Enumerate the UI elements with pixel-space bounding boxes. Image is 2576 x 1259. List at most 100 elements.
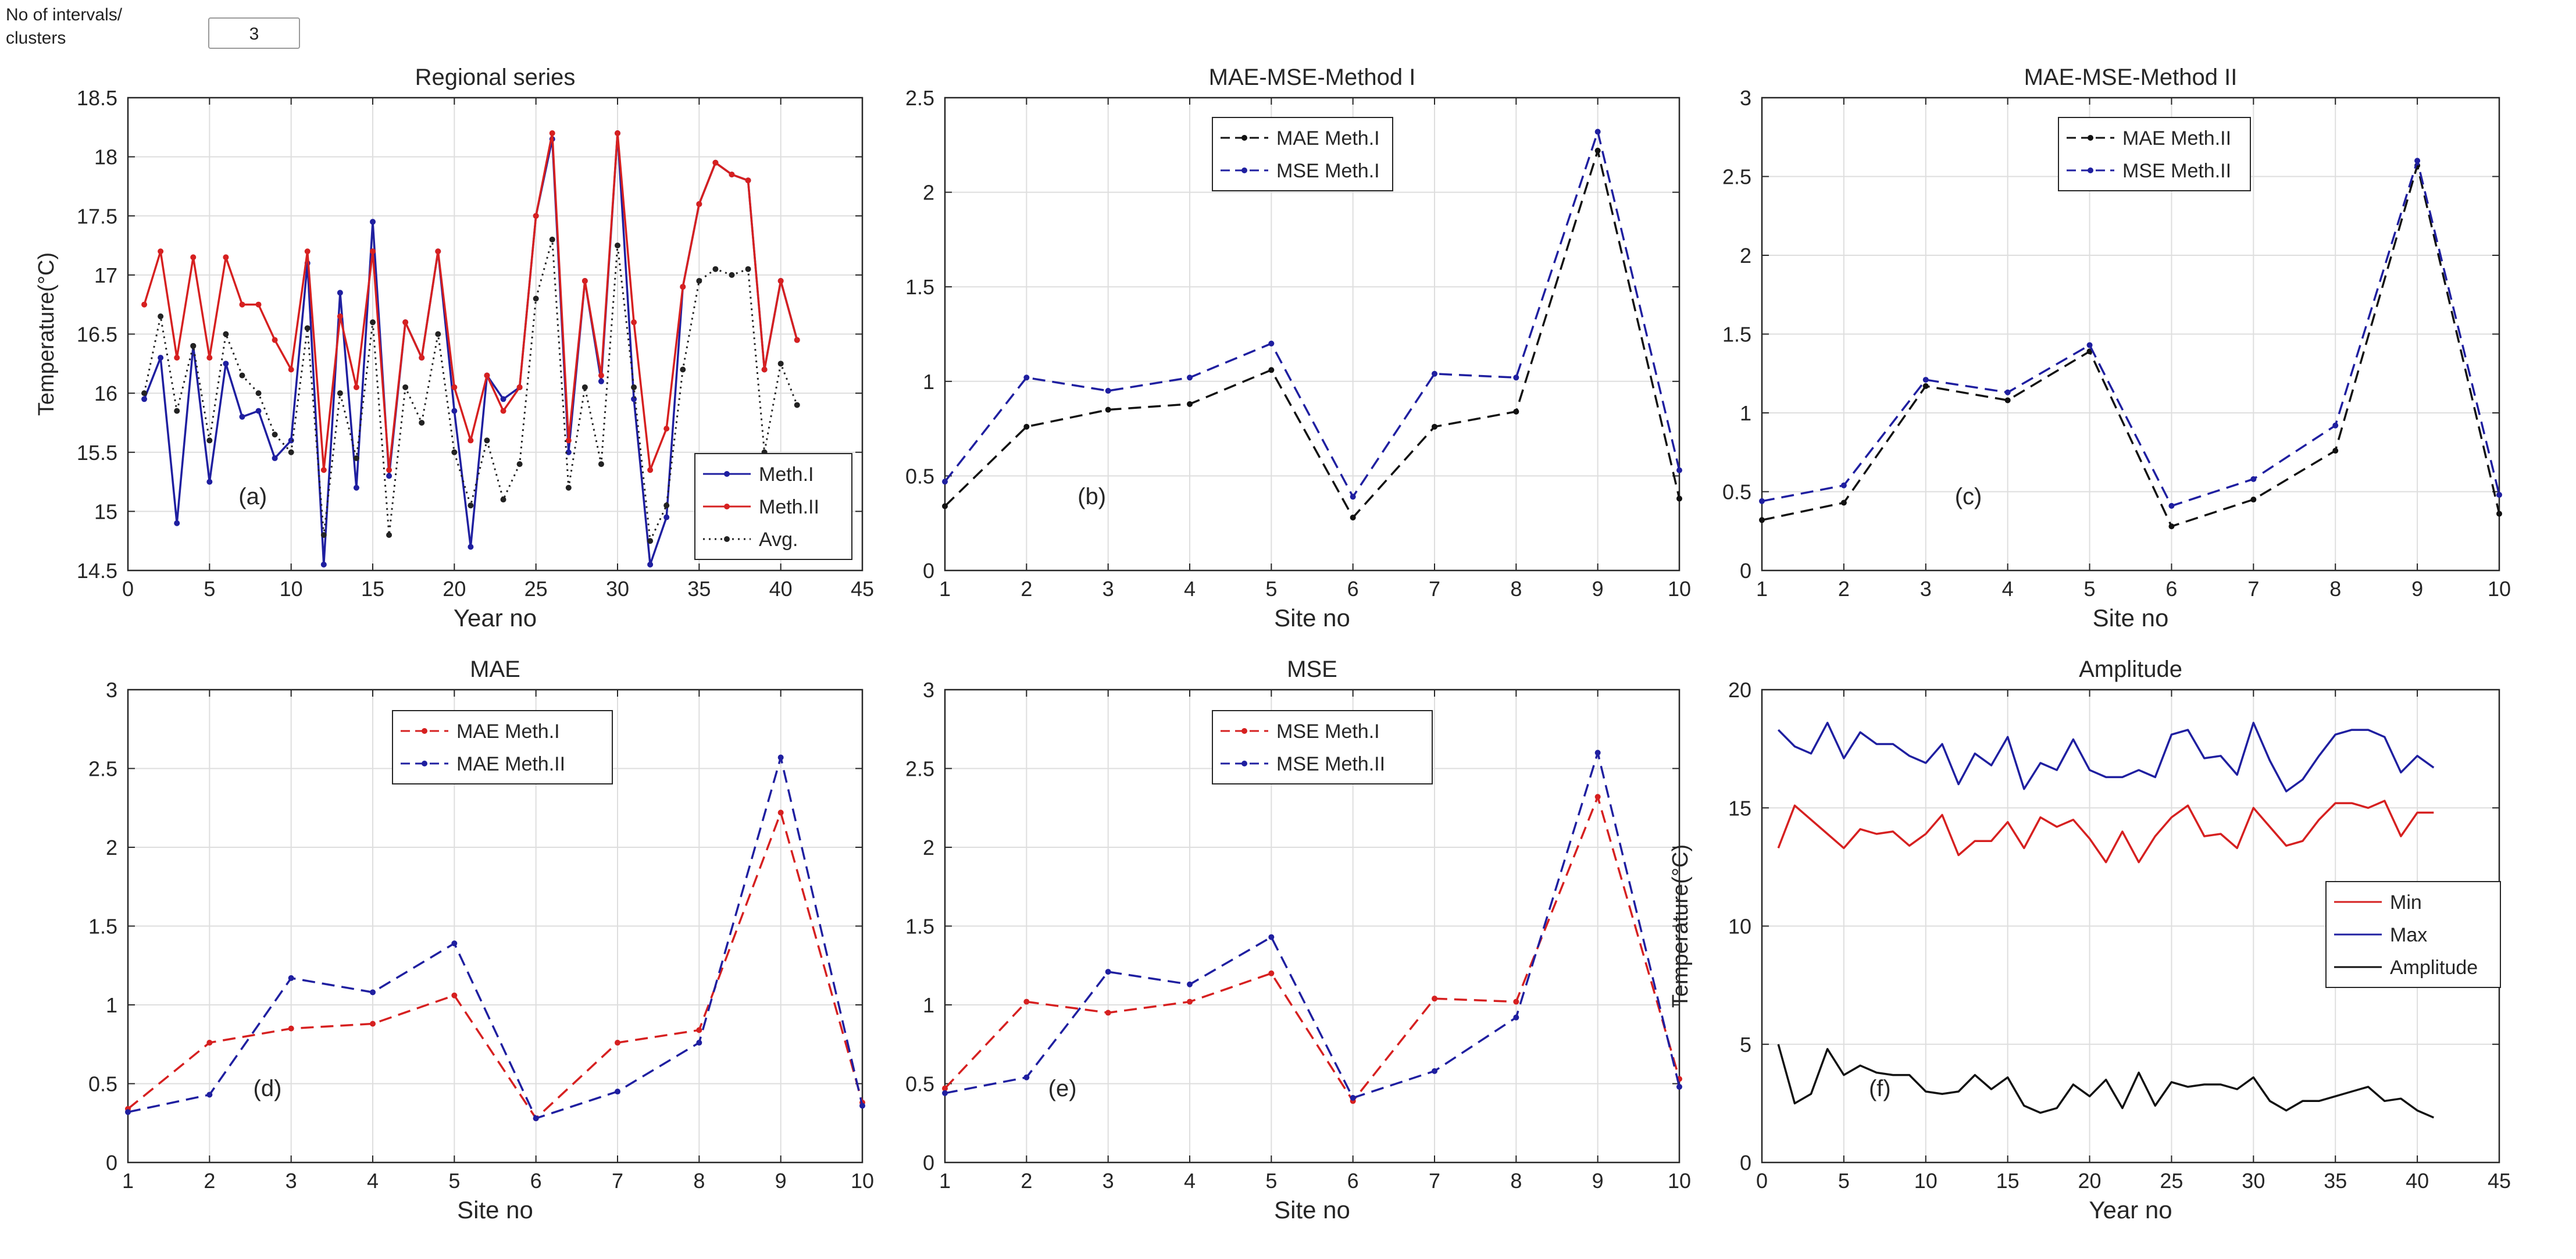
x-tick-label: 4 <box>1184 1169 1196 1193</box>
data-point <box>1676 467 1682 473</box>
data-point <box>631 384 637 390</box>
data-point <box>777 361 784 367</box>
legend-label: MAE Meth.II <box>2122 127 2231 149</box>
data-point <box>1922 383 1929 389</box>
data-point <box>1268 367 1275 373</box>
x-tick-label: 6 <box>2165 577 2177 601</box>
chart-b: 1 2 3 4 5 6 7 8 9 10 0 0.5 1 1.5 2 2.5 MAE-MSE-Method I S… <box>905 65 1691 632</box>
data-point <box>777 278 784 284</box>
data-point <box>255 408 262 414</box>
x-tick-label: 7 <box>1429 577 1440 601</box>
data-point <box>1759 498 1765 504</box>
data-point <box>190 254 197 261</box>
legend-label: MAE Meth.I <box>456 721 560 743</box>
data-point <box>337 313 343 320</box>
data-point <box>777 809 784 816</box>
x-tick-label: 5 <box>204 577 215 601</box>
data-point <box>2496 491 2502 498</box>
x-tick-label: 5 <box>2084 577 2096 601</box>
y-tick-label: 20 <box>1728 678 1751 702</box>
y-tick-label: 18 <box>94 145 117 169</box>
x-tick-label: 10 <box>851 1169 874 1193</box>
x-tick-label: 4 <box>2002 577 2014 601</box>
data-point <box>1922 377 1929 383</box>
chart-title: MSE <box>1287 657 1337 682</box>
data-point <box>223 254 229 261</box>
data-point <box>206 437 213 444</box>
x-tick-label: 35 <box>687 577 711 601</box>
data-point <box>2004 397 2011 404</box>
legend: Meth.I Meth.II Avg. <box>694 453 852 560</box>
data-point <box>696 1040 702 1046</box>
data-point <box>451 408 458 414</box>
x-tick-label: 15 <box>1996 1169 2020 1193</box>
legend-label: Avg. <box>759 529 798 551</box>
data-point <box>272 431 278 438</box>
data-point <box>337 390 343 397</box>
series-line-mse-meth-ii <box>944 751 1681 1099</box>
data-point <box>942 1090 948 1096</box>
data-point <box>468 437 474 444</box>
x-tick-label: 1 <box>1756 577 1768 601</box>
legend-label: Amplitude <box>2390 957 2478 979</box>
data-point <box>190 343 197 349</box>
data-point <box>631 319 637 326</box>
legend-box <box>1212 710 1433 784</box>
series-line-mae-meth-i <box>944 149 1681 519</box>
data-point <box>419 419 425 426</box>
x-tick-label: 5 <box>1265 1169 1277 1193</box>
intervals-input[interactable]: 3 <box>208 17 300 49</box>
legend-label: MSE Meth.I <box>1276 721 1380 743</box>
data-point <box>2250 497 2257 503</box>
y-axis-label: Temperature(°C) <box>1668 844 1693 1008</box>
data-point <box>402 319 409 326</box>
x-tick-label: 3 <box>286 1169 297 1193</box>
y-tick-label: 0 <box>923 559 934 583</box>
data-point <box>1350 1094 1356 1101</box>
y-tick-label: 5 <box>1740 1033 1751 1057</box>
data-point <box>2332 448 2339 454</box>
x-tick-label: 1 <box>939 577 951 601</box>
data-point <box>1105 388 1111 394</box>
data-point <box>451 384 458 390</box>
data-point <box>370 989 376 996</box>
legend-marker <box>724 504 730 509</box>
y-tick-label: 0.5 <box>905 464 934 488</box>
data-point <box>141 390 148 397</box>
x-axis-label: Site no <box>457 1196 533 1224</box>
legend-label: Max <box>2390 924 2427 946</box>
y-tick-label: 1.5 <box>905 915 934 939</box>
data-point <box>451 992 458 998</box>
y-tick-label: 0.5 <box>905 1072 934 1096</box>
data-point <box>516 461 523 468</box>
data-point <box>158 313 164 320</box>
chart-e: 1 2 3 4 5 6 7 8 9 10 0 0.5 1 1.5 2 2.5 3 MSE Site no (e) MSE… <box>905 657 1691 1224</box>
data-point <box>1268 934 1275 940</box>
legend-label: MSE Meth.I <box>1276 160 1380 182</box>
data-point <box>745 266 751 272</box>
chart-title: Regional series <box>415 65 576 90</box>
data-point <box>141 396 148 402</box>
data-point <box>1350 514 1356 520</box>
y-tick-label: 2 <box>923 181 934 205</box>
data-point <box>680 284 686 290</box>
data-point <box>1187 998 1193 1005</box>
data-point <box>451 940 458 947</box>
data-point <box>1513 375 1519 381</box>
chart-c: 1 2 3 4 5 6 7 8 9 10 0 0.5 1 1.5 2 2.5 3 MAE-MSE-Method I… <box>1722 65 2511 632</box>
data-point <box>712 159 719 166</box>
data-point <box>581 384 588 390</box>
data-point <box>320 561 327 568</box>
x-tick-label: 25 <box>2160 1169 2183 1193</box>
x-tick-label: 8 <box>2329 577 2341 601</box>
x-axis-label: Site no <box>1274 1196 1350 1224</box>
data-point <box>2004 389 2011 395</box>
x-tick-label: 5 <box>1265 577 1277 601</box>
data-point <box>1594 129 1601 135</box>
legend-box <box>1212 117 1393 191</box>
data-point <box>761 366 768 373</box>
x-tick-label: 1 <box>939 1169 951 1193</box>
series-line-mse-meth-ii <box>1761 159 2500 507</box>
data-point <box>631 396 637 402</box>
data-point <box>696 278 702 284</box>
